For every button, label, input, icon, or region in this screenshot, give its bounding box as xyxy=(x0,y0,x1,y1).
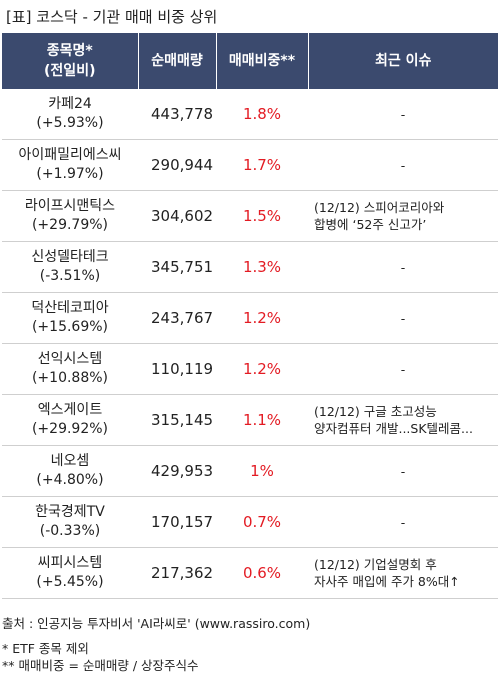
stock-name-cell: 선익시스템 (+10.88%) xyxy=(2,343,138,395)
header-ratio: 매매비중** xyxy=(215,33,308,89)
trading-ratio: 0.7% xyxy=(216,496,308,548)
recent-issue: - xyxy=(308,445,498,497)
stock-name: 라이프시맨틱스 xyxy=(24,198,116,214)
stock-name-cell: 네오셈 (+4.80%) xyxy=(2,445,138,497)
issue-line: - xyxy=(400,361,406,377)
table-row: 라이프시맨틱스 (+29.79%) 304,602 1.5% (12/12) 스피어코리… xyxy=(2,190,498,242)
header-name: 종목명* (전일비) xyxy=(2,33,138,89)
net-volume: 304,602 xyxy=(138,190,216,242)
trading-ratio: 1.5% xyxy=(216,190,308,242)
stock-change: (-3.51%) xyxy=(39,268,101,284)
issue-line: 합병에 ‘52주 신고가’ xyxy=(314,217,427,232)
issue-line: - xyxy=(400,463,406,479)
net-volume: 345,751 xyxy=(138,241,216,293)
stock-change: (-0.33%) xyxy=(39,523,101,539)
stock-change: (+4.80%) xyxy=(36,472,104,488)
stock-change: (+15.69%) xyxy=(31,319,109,335)
table-row: 선익시스템 (+10.88%) 110,119 1.2% - xyxy=(2,343,498,395)
stock-change: (+29.79%) xyxy=(31,217,109,233)
stock-name: 씨피시스템 xyxy=(37,555,103,571)
net-volume: 443,778 xyxy=(138,89,216,140)
trading-ratio: 1.2% xyxy=(216,343,308,395)
net-volume: 243,767 xyxy=(138,292,216,344)
recent-issue: - xyxy=(308,496,498,548)
stock-change: (+5.45%) xyxy=(36,574,104,590)
issue-line: (12/12) 기업설명회 후 xyxy=(314,557,437,572)
net-volume: 290,944 xyxy=(138,139,216,191)
issue-line: - xyxy=(400,514,406,530)
net-volume: 429,953 xyxy=(138,445,216,497)
stock-change: (+10.88%) xyxy=(31,370,109,386)
stock-name-cell: 신성델타테크 (-3.51%) xyxy=(2,241,138,293)
footnote-etf: * ETF 종목 제외 xyxy=(2,641,89,656)
stock-name: 신성델타테크 xyxy=(31,249,109,265)
header-volume: 순매매량 xyxy=(137,33,216,89)
institution-trading-table: 종목명* (전일비) 순매매량 매매비중** 최근 이슈 카페24 (+5.93%… xyxy=(2,33,498,599)
issue-line: (12/12) 구글 초고성능 xyxy=(314,404,437,419)
stock-name: 한국경제TV xyxy=(35,504,105,520)
recent-issue: - xyxy=(308,343,498,395)
stock-name: 선익시스템 xyxy=(37,351,103,367)
table-row: 네오셈 (+4.80%) 429,953 1% - xyxy=(2,445,498,497)
footnote-ratio: ** 매매비중 = 순매매량 / 상장주식수 xyxy=(2,658,199,673)
stock-change: (+5.93%) xyxy=(36,115,104,131)
table-title: [표] 코스닥 - 기관 매매 비중 상위 xyxy=(6,8,218,26)
stock-name-cell: 엑스게이트 (+29.92%) xyxy=(2,394,138,446)
trading-ratio: 0.6% xyxy=(216,547,308,599)
stock-name: 엑스게이트 xyxy=(37,402,103,418)
issue-line: - xyxy=(400,310,406,326)
recent-issue: - xyxy=(308,241,498,293)
stock-name-cell: 덕산테코피아 (+15.69%) xyxy=(2,292,138,344)
stock-name-cell: 아이패밀리에스씨 (+1.97%) xyxy=(2,139,138,191)
trading-ratio: 1.3% xyxy=(216,241,308,293)
table-row: 신성델타테크 (-3.51%) 345,751 1.3% - xyxy=(2,241,498,293)
header-issue: 최근 이슈 xyxy=(307,33,498,89)
stock-name-cell: 카페24 (+5.93%) xyxy=(2,89,138,140)
issue-line: (12/12) 스피어코리아와 xyxy=(314,200,445,215)
stock-name-cell: 한국경제TV (-0.33%) xyxy=(2,496,138,548)
table-row: 엑스게이트 (+29.92%) 315,145 1.1% (12/12) 구글 초고성능… xyxy=(2,394,498,446)
recent-issue: - xyxy=(308,89,498,140)
table-row: 아이패밀리에스씨 (+1.97%) 290,944 1.7% - xyxy=(2,139,498,191)
stock-name: 아이패밀리에스씨 xyxy=(18,147,122,163)
stock-name: 카페24 xyxy=(48,96,92,112)
table-header-row: 종목명* (전일비) 순매매량 매매비중** 최근 이슈 xyxy=(2,33,498,89)
stock-change: (+29.92%) xyxy=(31,421,109,437)
trading-ratio: 1.2% xyxy=(216,292,308,344)
net-volume: 315,145 xyxy=(138,394,216,446)
stock-name-cell: 라이프시맨틱스 (+29.79%) xyxy=(2,190,138,242)
net-volume: 110,119 xyxy=(138,343,216,395)
stock-name: 네오셈 xyxy=(50,453,90,469)
issue-line: 자사주 매입에 주가 8%대↑ xyxy=(314,574,460,589)
stock-name-cell: 씨피시스템 (+5.45%) xyxy=(2,547,138,599)
issue-line: - xyxy=(400,259,406,275)
stock-name: 덕산테코피아 xyxy=(31,300,109,316)
trading-ratio: 1% xyxy=(216,445,308,497)
recent-issue: - xyxy=(308,292,498,344)
trading-ratio: 1.7% xyxy=(216,139,308,191)
table-row: 카페24 (+5.93%) 443,778 1.8% - xyxy=(2,89,498,140)
issue-line: - xyxy=(400,157,406,173)
issue-line: - xyxy=(400,106,406,122)
table-row: 덕산테코피아 (+15.69%) 243,767 1.2% - xyxy=(2,292,498,344)
trading-ratio: 1.8% xyxy=(216,89,308,140)
table-row: 한국경제TV (-0.33%) 170,157 0.7% - xyxy=(2,496,498,548)
net-volume: 217,362 xyxy=(138,547,216,599)
net-volume: 170,157 xyxy=(138,496,216,548)
trading-ratio: 1.1% xyxy=(216,394,308,446)
stock-change: (+1.97%) xyxy=(36,166,104,182)
issue-line: 양자컴퓨터 개발...SK텔레콤... xyxy=(314,421,473,436)
source-note: 출처 : 인공지능 투자비서 'AI라씨로' (www.rassiro.com) xyxy=(2,616,311,631)
recent-issue: - xyxy=(308,139,498,191)
